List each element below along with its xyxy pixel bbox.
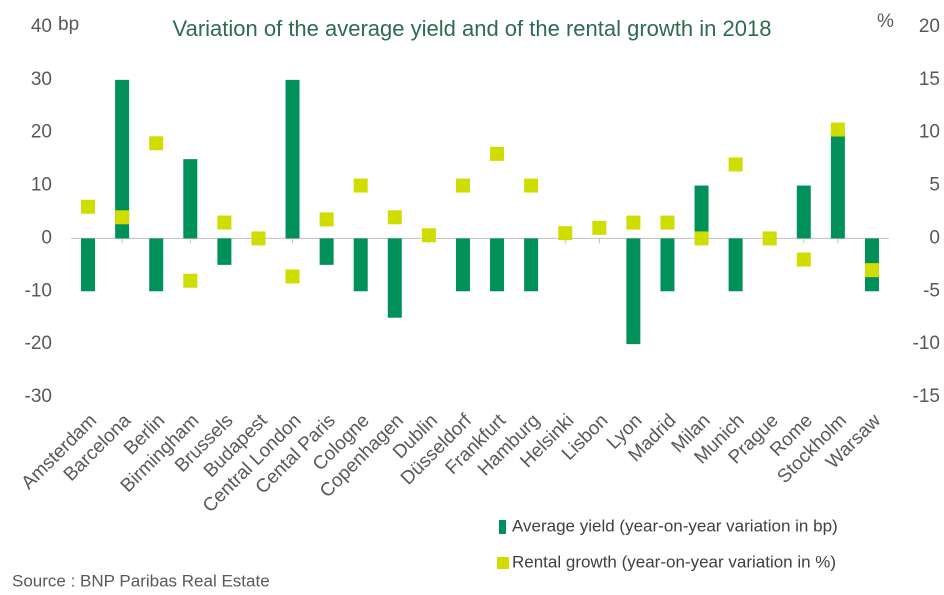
marker [796, 252, 811, 267]
marker [626, 215, 641, 230]
marker [149, 136, 164, 151]
y-tick-label: -30 [25, 386, 52, 407]
bar [183, 159, 198, 239]
y2-tick-label: 5 [929, 175, 940, 196]
bar [285, 79, 300, 239]
marker [592, 220, 607, 235]
marker [830, 122, 845, 137]
y2-axis-unit: % [877, 11, 894, 32]
bar [387, 238, 402, 318]
bar [490, 238, 505, 292]
marker [694, 231, 709, 246]
marker [251, 231, 266, 246]
bar [319, 238, 334, 265]
marker [319, 212, 334, 227]
y-tick-label: 10 [31, 175, 52, 196]
y-tick-label: 0 [41, 227, 52, 248]
bar [115, 79, 130, 239]
marker [81, 199, 96, 214]
y2-tick-label: 10 [919, 122, 940, 143]
marker [558, 226, 573, 241]
bar [217, 238, 232, 265]
marker [762, 231, 777, 246]
y-tick-label: -10 [25, 280, 52, 301]
marker [864, 263, 879, 278]
y2-tick-label: -10 [913, 333, 940, 354]
y2-tick-label: -15 [913, 386, 940, 407]
bar [626, 238, 641, 345]
marker [387, 210, 402, 225]
marker [490, 146, 505, 161]
y2-tick-label: 20 [919, 16, 940, 37]
bar [728, 238, 743, 292]
legend-swatch [499, 520, 506, 534]
marker [285, 269, 300, 284]
legend-label: Average yield (year-on-year variation in… [512, 516, 838, 535]
y-tick-label: 20 [31, 122, 52, 143]
bar [81, 238, 96, 292]
marker [728, 157, 743, 172]
source: Source : BNP Paribas Real Estate [12, 571, 270, 590]
marker [524, 178, 539, 193]
marker [115, 210, 130, 225]
marker [421, 228, 436, 243]
marker [455, 178, 470, 193]
marker [183, 273, 198, 288]
legend-label: Rental growth (year-on-year variation in… [512, 552, 836, 571]
bar [524, 238, 539, 292]
y-axis-unit: bp [58, 14, 79, 35]
bar [796, 185, 811, 239]
marker [353, 178, 368, 193]
bar [455, 238, 470, 292]
y2-tick-label: 15 [919, 69, 940, 90]
y-tick-label: -20 [25, 333, 52, 354]
bar [353, 238, 368, 292]
legend-swatch [497, 557, 509, 569]
marker [660, 215, 675, 230]
bar [694, 185, 709, 239]
y-tick-label: 40 [31, 16, 52, 37]
bar [830, 132, 845, 239]
bar [149, 238, 164, 292]
marker [217, 215, 232, 230]
bar [660, 238, 675, 292]
y-tick-label: 30 [31, 69, 52, 90]
y2-tick-label: 0 [929, 227, 940, 248]
y2-tick-label: -5 [923, 280, 940, 301]
chart-title: Variation of the average yield and of th… [173, 16, 772, 41]
